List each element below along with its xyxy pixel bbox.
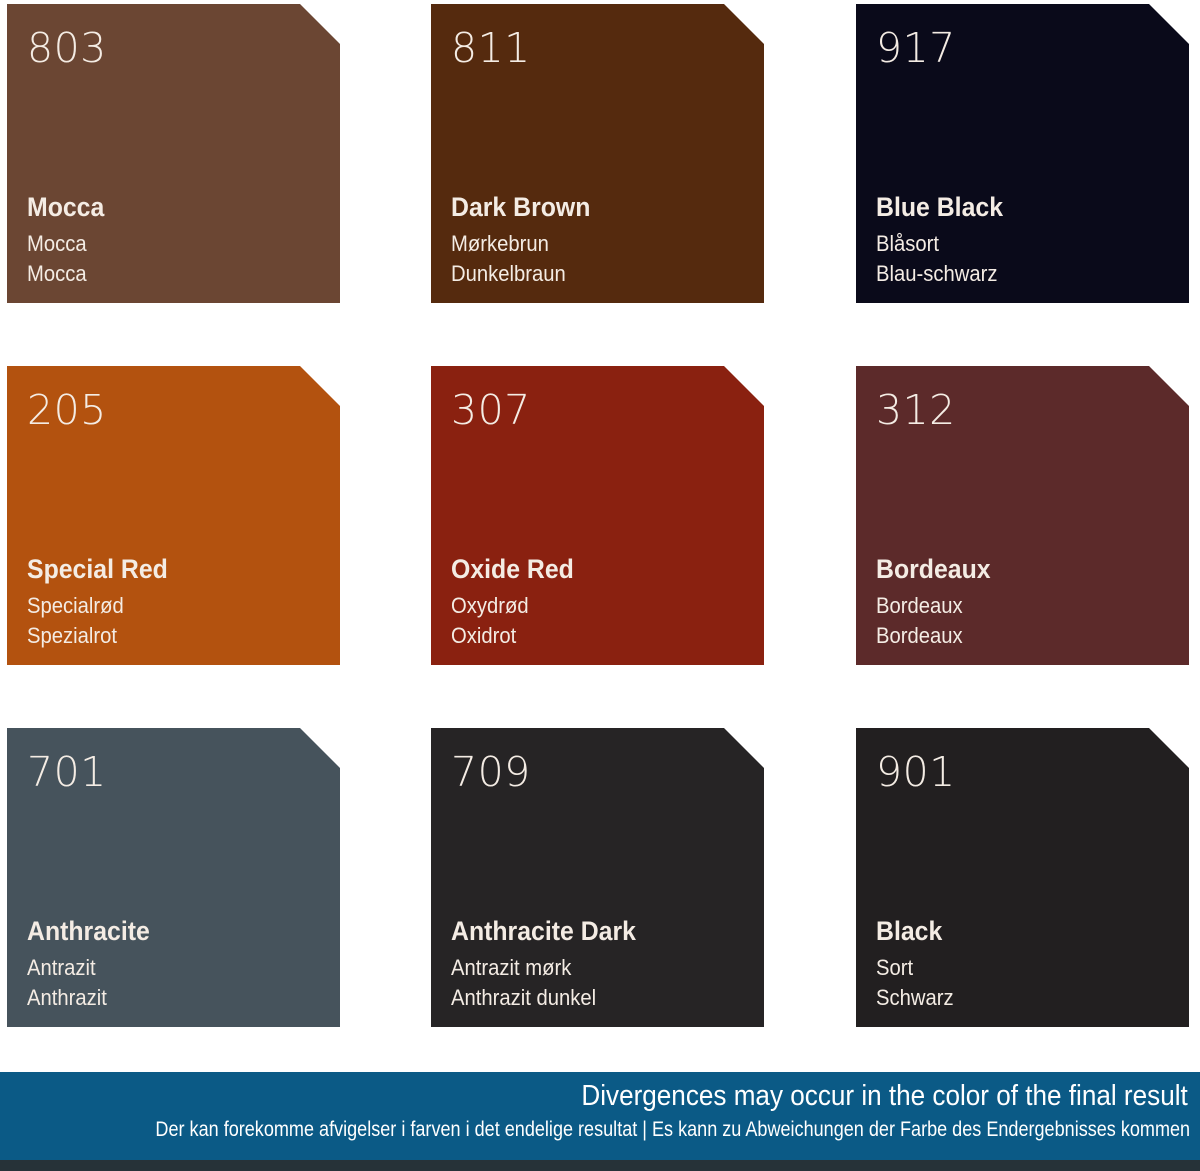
swatch-name-danish: Mocca — [27, 231, 87, 256]
swatch-name-danish: Antrazit — [27, 955, 96, 980]
swatch-code: 901 — [876, 748, 956, 796]
swatch-name-danish: Bordeaux — [876, 593, 963, 618]
swatch-name-danish: Specialrød — [27, 593, 124, 618]
swatch-name: Mocca — [27, 192, 105, 222]
swatch-code: 811 — [451, 24, 531, 72]
swatch-code: 307 — [451, 386, 531, 434]
swatch-code: 917 — [876, 24, 956, 72]
disclaimer-subline: Der kan forekomme afvigelser i farven i … — [155, 1118, 1190, 1141]
disclaimer-banner: Divergences may occur in the color of th… — [0, 1072, 1200, 1160]
swatch-name-german: Anthrazit dunkel — [451, 985, 597, 1010]
color-swatch-701: 701 Anthracite Antrazit Anthrazit — [7, 728, 340, 1027]
footer-bottom-strip — [0, 1160, 1200, 1171]
swatch-name-german: Spezialrot — [27, 623, 118, 648]
swatch-name-german: Mocca — [27, 261, 87, 286]
swatch-name-german: Dunkelbraun — [451, 261, 566, 286]
swatch-name: Dark Brown — [451, 192, 591, 222]
swatch-name: Anthracite Dark — [451, 916, 636, 946]
color-swatch-803: 803 Mocca Mocca Mocca — [7, 4, 340, 303]
color-swatch-312: 312 Bordeaux Bordeaux Bordeaux — [856, 366, 1189, 665]
swatch-name-danish: Blåsort — [876, 231, 940, 256]
swatch-name-danish: Oxydrød — [451, 593, 529, 618]
swatch-name-german: Anthrazit — [27, 985, 107, 1010]
swatch-name-danish: Mørkebrun — [451, 231, 549, 256]
color-swatch-811: 811 Dark Brown Mørkebrun Dunkelbraun — [431, 4, 764, 303]
swatch-name: Special Red — [27, 554, 168, 584]
swatch-name-german: Blau-schwarz — [876, 261, 998, 286]
swatch-name-danish: Antrazit mørk — [451, 955, 572, 980]
color-swatch-917: 917 Blue Black Blåsort Blau-schwarz — [856, 4, 1189, 303]
color-swatch-709: 709 Anthracite Dark Antrazit mørk Anthrazit… — [431, 728, 764, 1027]
swatch-name-danish: Sort — [876, 955, 914, 980]
swatch-code: 312 — [876, 386, 956, 434]
swatch-name: Anthracite — [27, 916, 150, 946]
swatch-code: 701 — [27, 748, 107, 796]
swatch-code: 205 — [27, 386, 107, 434]
swatch-name: Black — [876, 916, 943, 946]
swatch-name-german: Bordeaux — [876, 623, 963, 648]
color-swatch-205: 205 Special Red Specialrød Spezialrot — [7, 366, 340, 665]
color-swatch-901: 901 Black Sort Schwarz — [856, 728, 1189, 1027]
swatch-name-german: Oxidrot — [451, 623, 517, 648]
disclaimer-headline: Divergences may occur in the color of th… — [581, 1080, 1188, 1112]
swatch-code: 709 — [451, 748, 531, 796]
color-swatch-307: 307 Oxide Red Oxydrød Oxidrot — [431, 366, 764, 665]
swatch-name: Oxide Red — [451, 554, 574, 584]
swatch-name: Bordeaux — [876, 554, 991, 584]
swatch-code: 803 — [27, 24, 107, 72]
swatch-name: Blue Black — [876, 192, 1004, 222]
swatch-name-german: Schwarz — [876, 985, 954, 1010]
